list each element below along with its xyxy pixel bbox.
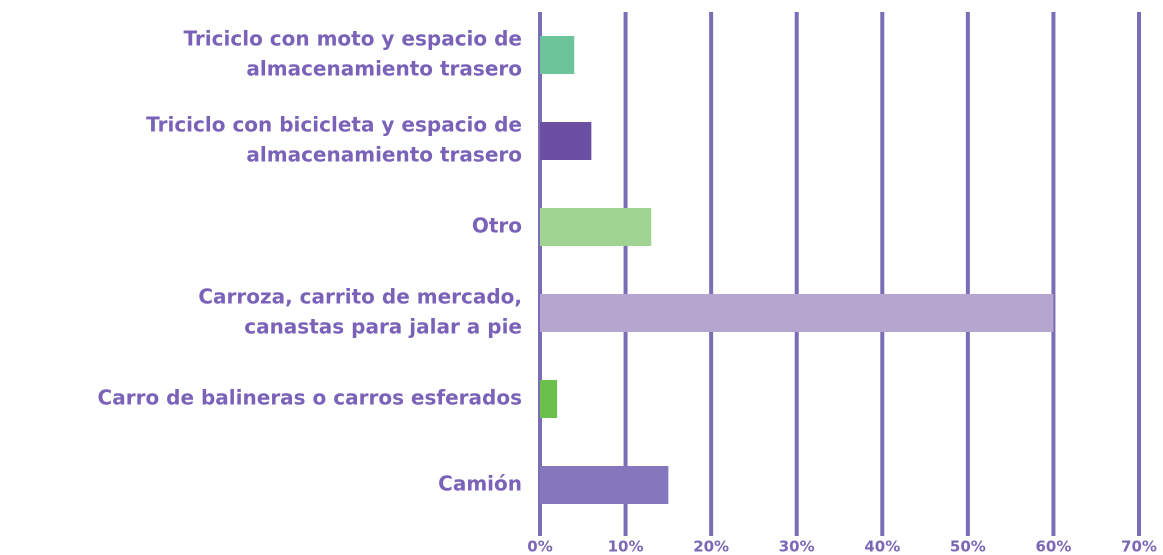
y-tick-label: Carro de balineras o carros esferados — [98, 386, 522, 410]
y-tick-label: almacenamiento trasero — [246, 57, 522, 81]
y-tick-label: Triciclo con moto y espacio de — [183, 27, 522, 51]
y-tick-label: Otro — [472, 214, 522, 238]
x-tick-label: 40% — [864, 538, 900, 555]
bar — [540, 208, 652, 246]
x-tick-label: 70% — [1121, 538, 1157, 555]
y-tick-label: canastas para jalar a pie — [244, 315, 522, 339]
x-tick-label: 60% — [1035, 538, 1071, 555]
bar — [540, 466, 669, 504]
bar — [540, 380, 558, 418]
bar — [540, 294, 1054, 332]
y-tick-label: Camión — [438, 472, 522, 496]
x-tick-label: 10% — [608, 538, 644, 555]
x-tick-label: 50% — [950, 538, 986, 555]
y-tick-label: almacenamiento trasero — [246, 143, 522, 167]
bar — [540, 122, 592, 160]
x-tick-label: 0% — [527, 538, 552, 555]
y-tick-label: Triciclo con bicicleta y espacio de — [146, 113, 522, 137]
bar — [540, 36, 575, 74]
x-tick-label: 20% — [693, 538, 729, 555]
x-tick-label: 30% — [779, 538, 815, 555]
y-tick-label: Carroza, carrito de mercado, — [198, 285, 522, 309]
